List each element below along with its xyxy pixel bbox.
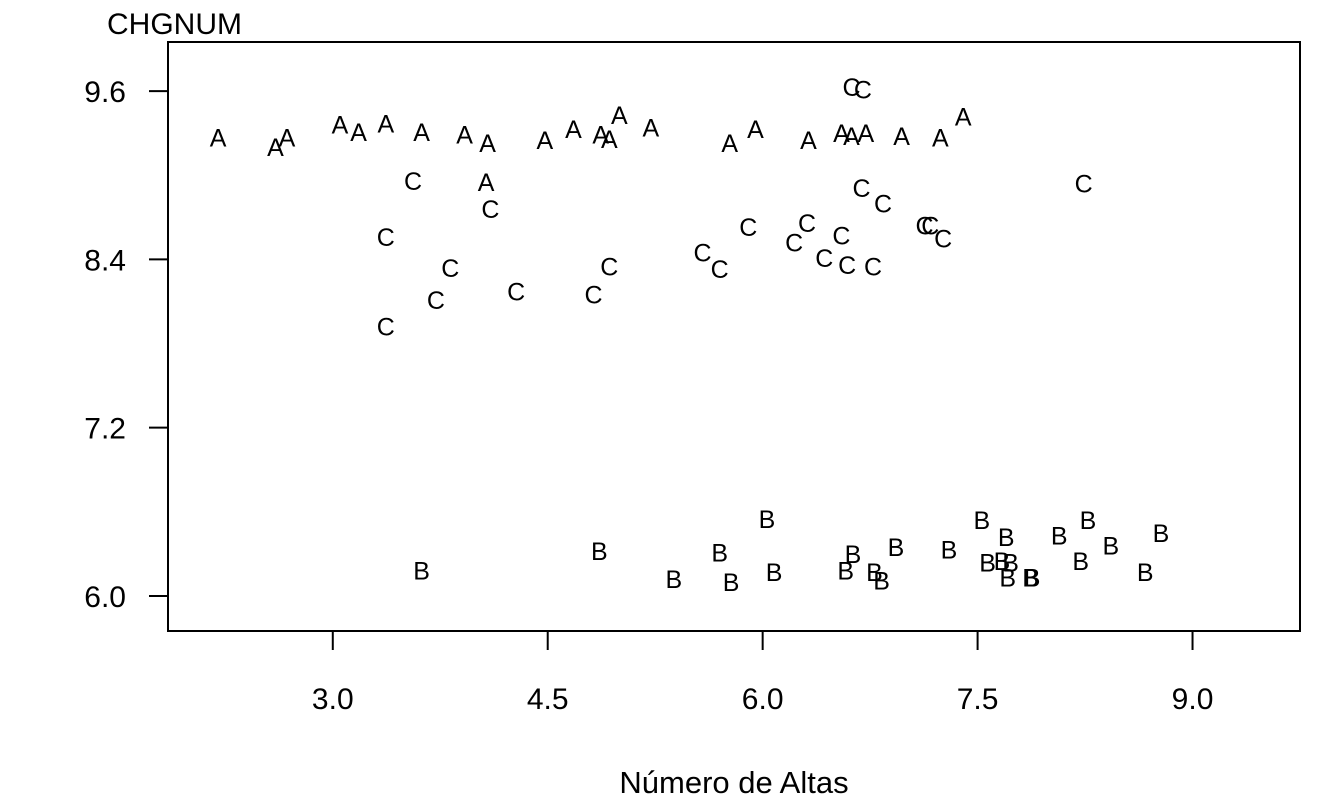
data-point-b: B bbox=[998, 524, 1015, 552]
data-point-a: A bbox=[537, 127, 554, 155]
data-point-c: C bbox=[934, 225, 952, 253]
data-point-b: B bbox=[413, 558, 430, 586]
data-point-b: B bbox=[1024, 565, 1041, 593]
data-point-a: A bbox=[747, 116, 764, 144]
data-point-b: B bbox=[723, 569, 740, 597]
data-point-a: A bbox=[279, 124, 296, 152]
data-point-a: A bbox=[332, 112, 349, 140]
x-axis-label: Número de Altas bbox=[619, 765, 848, 800]
data-point-a: A bbox=[479, 130, 496, 158]
data-point-a: A bbox=[932, 124, 949, 152]
data-point-c: C bbox=[427, 287, 445, 315]
data-point-a: A bbox=[592, 122, 609, 150]
data-point-c: C bbox=[693, 239, 711, 267]
data-point-b: B bbox=[711, 539, 728, 567]
data-point-c: C bbox=[1075, 171, 1093, 199]
data-point-b: B bbox=[941, 537, 958, 565]
data-point-a: A bbox=[611, 102, 628, 130]
data-point-c: C bbox=[441, 255, 459, 283]
data-point-c: C bbox=[600, 253, 618, 281]
data-point-b: B bbox=[759, 506, 776, 534]
data-point-b: B bbox=[837, 558, 854, 586]
data-point-c: C bbox=[852, 175, 870, 203]
x-tick-label: 6.0 bbox=[742, 683, 784, 716]
data-point-b: B bbox=[999, 565, 1016, 593]
data-point-a: A bbox=[857, 120, 874, 148]
data-point-b: B bbox=[591, 538, 608, 566]
data-point-b: B bbox=[1022, 565, 1039, 593]
data-point-a: A bbox=[601, 126, 618, 154]
data-point-c: C bbox=[711, 256, 729, 284]
data-point-a: A bbox=[843, 123, 860, 151]
data-point-c: C bbox=[507, 279, 525, 307]
y-tick-label: 9.6 bbox=[84, 76, 126, 109]
data-point-c: C bbox=[785, 230, 803, 258]
chart-title: CHGNUM bbox=[107, 8, 242, 41]
data-point-b: B bbox=[1153, 520, 1170, 548]
y-tick-label: 8.4 bbox=[84, 244, 126, 277]
data-point-a: A bbox=[565, 116, 582, 144]
data-point-c: C bbox=[404, 168, 422, 196]
data-point-a: A bbox=[800, 127, 817, 155]
data-point-a: A bbox=[350, 119, 367, 147]
data-point-b: B bbox=[1072, 548, 1089, 576]
series-a: A AA A A A A A AAA A AAA AAA A AAA A AA bbox=[210, 102, 972, 197]
data-point-c: C bbox=[377, 224, 395, 252]
data-point-c: C bbox=[739, 214, 757, 242]
data-point-a: A bbox=[478, 169, 495, 197]
data-point-b: B bbox=[866, 559, 883, 587]
x-tick-label: 9.0 bbox=[1172, 683, 1214, 716]
y-tick-label: 6.0 bbox=[84, 581, 126, 614]
data-point-c: C bbox=[864, 253, 882, 281]
data-point-c: C bbox=[377, 314, 395, 342]
y-axis: 6.0 7.2 8.4 9.6 bbox=[84, 76, 169, 614]
data-point-c: C bbox=[815, 245, 833, 273]
data-point-b: B bbox=[1051, 523, 1068, 551]
data-point-b: B bbox=[888, 534, 905, 562]
data-point-c: C bbox=[798, 210, 816, 238]
data-point-a: A bbox=[893, 123, 910, 151]
data-point-b: B bbox=[873, 568, 890, 596]
data-point-a: A bbox=[721, 130, 738, 158]
x-tick-label: 3.0 bbox=[312, 683, 354, 716]
data-point-b: B bbox=[994, 548, 1011, 576]
data-point-a: A bbox=[456, 122, 473, 150]
x-axis: 3.0 4.5 6.0 7.5 9.0 bbox=[312, 630, 1214, 716]
data-point-b: B bbox=[766, 559, 783, 587]
data-point-b: B bbox=[845, 541, 862, 569]
data-point-b: B bbox=[1103, 532, 1120, 560]
data-point-c: C bbox=[921, 213, 939, 241]
data-point-c: C bbox=[832, 223, 850, 251]
data-point-b: B bbox=[665, 566, 682, 594]
data-point-a: A bbox=[267, 134, 284, 162]
data-point-a: A bbox=[377, 110, 394, 138]
data-point-c: C bbox=[916, 213, 934, 241]
data-point-a: A bbox=[413, 119, 430, 147]
data-point-b: B bbox=[974, 507, 991, 535]
data-point-a: A bbox=[210, 124, 227, 152]
data-point-b: B bbox=[1002, 549, 1019, 577]
data-point-c: C bbox=[585, 281, 603, 309]
data-point-c: C bbox=[481, 196, 499, 224]
y-tick-label: 7.2 bbox=[84, 413, 126, 446]
data-point-c: C bbox=[854, 77, 872, 105]
data-point-c: C bbox=[874, 190, 892, 218]
data-point-a: A bbox=[833, 120, 850, 148]
data-point-a: A bbox=[643, 115, 660, 143]
data-point-b: B bbox=[979, 549, 996, 577]
x-tick-label: 4.5 bbox=[527, 683, 569, 716]
data-point-a: A bbox=[955, 103, 972, 131]
data-point-c: C bbox=[838, 252, 856, 280]
data-point-b: B bbox=[1137, 559, 1154, 587]
data-point-b: B bbox=[1080, 507, 1097, 535]
x-tick-label: 7.5 bbox=[957, 683, 999, 716]
data-point-c: C bbox=[842, 74, 860, 102]
